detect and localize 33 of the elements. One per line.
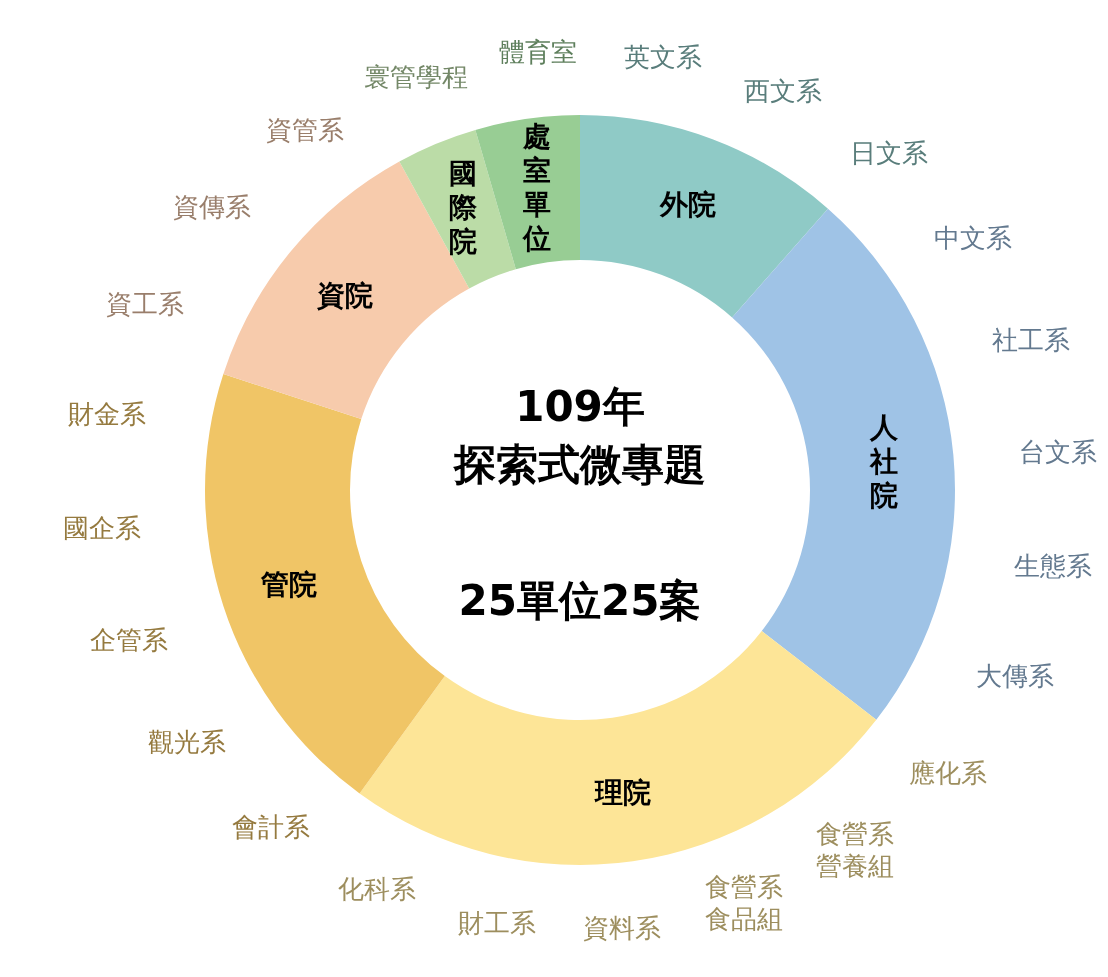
slice-label: 國際院	[449, 157, 479, 259]
text: 25單位25案	[458, 575, 702, 625]
text: 食營系營養組	[816, 819, 895, 882]
text: 生態系	[1013, 551, 1092, 582]
text: 英文系	[624, 41, 703, 72]
text: 109年探索式微專題	[452, 381, 706, 489]
text: 食營系食品組	[705, 872, 784, 935]
text: 資傳系	[173, 192, 252, 223]
slice-label: 管院	[260, 567, 318, 601]
slice-label: 外院	[658, 187, 716, 221]
text: 社工系	[992, 324, 1071, 355]
text: 應化系	[908, 757, 987, 788]
slice-label: 資院	[315, 278, 373, 312]
text: 資工系	[105, 289, 184, 320]
text: 化科系	[338, 873, 417, 904]
text: 觀光系	[147, 727, 226, 758]
slice-label: 處室單位	[521, 120, 551, 256]
text: 大傳系	[976, 660, 1055, 691]
text: 國企系	[62, 513, 141, 544]
text: 資管系	[265, 114, 344, 145]
text: 財工系	[457, 908, 536, 939]
text: 寰管學程	[363, 61, 468, 92]
text: 會計系	[232, 812, 311, 843]
text: 企管系	[89, 625, 168, 656]
slice-label: 理院	[594, 775, 652, 809]
text: 西文系	[743, 76, 822, 107]
text: 日文系	[849, 137, 928, 168]
text: 台文系	[1019, 436, 1098, 467]
slice-label: 人社院	[869, 410, 900, 512]
text: 資料系	[582, 913, 661, 944]
text: 中文系	[934, 222, 1013, 253]
text: 體育室	[499, 36, 578, 67]
text: 財金系	[68, 398, 147, 429]
